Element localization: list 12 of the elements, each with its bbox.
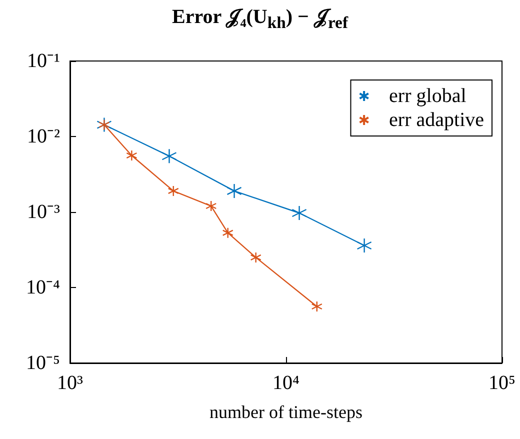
x-tick-label: 10⁴: [272, 372, 300, 394]
y-tick-label: 10⁻³: [27, 201, 60, 223]
y-tick-label: 10⁻¹: [27, 50, 60, 72]
x-axis-title: number of time-steps: [210, 402, 362, 422]
y-tick-label: 10⁻²: [27, 126, 60, 148]
x-tick-label: 10³: [57, 372, 83, 394]
chart-title: Error 𝒥₄(U$_{kh}$) − 𝒥$_{ref}$: [171, 6, 350, 33]
y-tick-label: 10⁻⁴: [26, 276, 60, 298]
legend-label: err adaptive: [389, 109, 484, 131]
legend-label: err global: [389, 85, 467, 107]
x-tick-label: 10⁵: [488, 372, 516, 394]
y-tick-label: 10⁻⁵: [26, 352, 60, 374]
